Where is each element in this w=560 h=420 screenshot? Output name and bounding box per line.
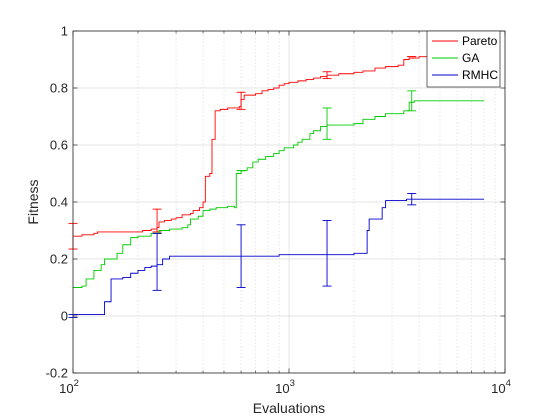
y-tick-label: 0.2: [50, 252, 68, 267]
legend-label: RMHC: [462, 68, 498, 82]
y-axis-title: Fitness: [25, 179, 41, 224]
legend: Pareto GA RMHC: [427, 31, 500, 87]
y-tick-label: -0.2: [46, 366, 68, 381]
legend-label: GA: [462, 51, 479, 65]
y-tick-label: 0.4: [50, 195, 68, 210]
y-tick-label: 0.6: [50, 138, 68, 153]
y-tick-label: 0: [61, 309, 68, 324]
legend-label: Pareto: [462, 34, 498, 48]
y-tick-label: 0.8: [50, 81, 68, 96]
y-tick-label: 1: [61, 24, 68, 39]
x-axis-title: Evaluations: [253, 400, 325, 416]
